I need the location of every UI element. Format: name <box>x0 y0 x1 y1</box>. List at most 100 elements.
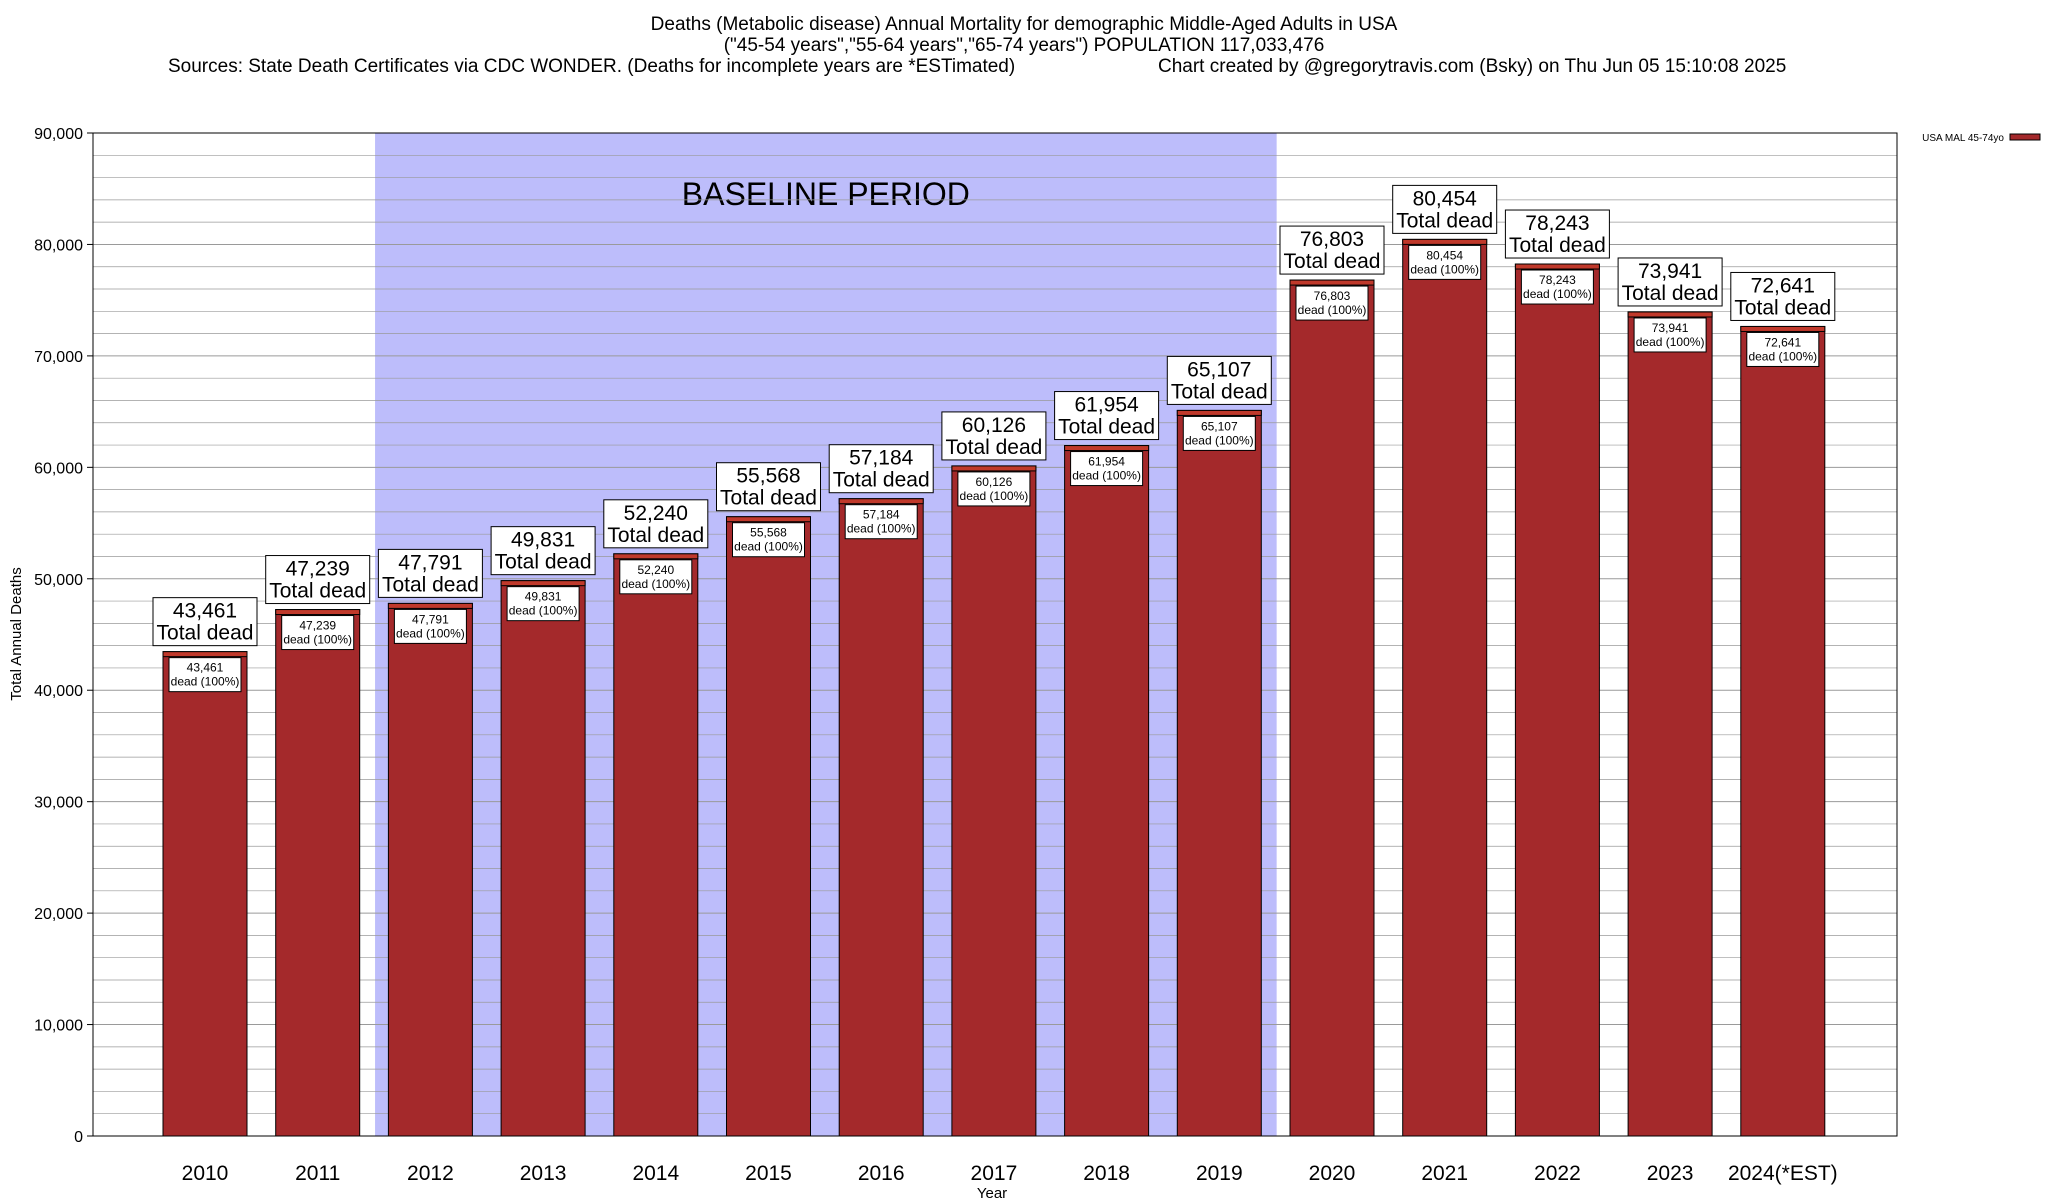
bar-cap <box>838 498 924 505</box>
bar-top-total: Total dead <box>495 551 592 574</box>
bar-top-label-box <box>1730 271 1836 321</box>
x-tick-label: 2018 <box>1083 1162 1130 1185</box>
bar-inner-pct: dead (100%) <box>283 633 352 647</box>
y-tick-label: 40,000 <box>34 683 83 700</box>
bar-top-total: Total dead <box>833 469 930 492</box>
bar-inner-value: 47,239 <box>299 619 336 633</box>
bar-top-value: 60,126 <box>962 414 1026 437</box>
bar-top-label-box <box>377 548 483 598</box>
bar <box>387 602 473 1137</box>
bar-cap <box>1176 409 1262 416</box>
bar-inner-value: 60,126 <box>976 475 1013 489</box>
bar-top-label-box <box>941 411 1047 461</box>
bar-top-value: 55,568 <box>736 465 800 488</box>
bar-top-label-box <box>1617 257 1723 307</box>
bar-inner-pct: dead (100%) <box>960 489 1029 503</box>
bar <box>726 516 811 1137</box>
bar-inner-value: 73,941 <box>1652 321 1689 335</box>
bar <box>500 580 586 1137</box>
x-tick-label: 2017 <box>971 1162 1018 1185</box>
bar-inner-pct: dead (100%) <box>1410 262 1479 276</box>
bar <box>1289 279 1375 1137</box>
bar-inner-label-box <box>1070 451 1144 487</box>
bar-cap <box>613 553 699 560</box>
bar <box>1740 325 1826 1137</box>
x-axis-label: Year <box>977 1185 1007 1200</box>
chart-sources: Sources: State Death Certificates via CD… <box>168 56 1016 77</box>
bar-inner-value: 49,831 <box>525 590 562 604</box>
bar-top-value: 52,240 <box>624 502 688 525</box>
legend-swatch <box>2009 133 2041 141</box>
bar-inner-value: 52,240 <box>637 563 674 577</box>
bar-inner-pct: dead (100%) <box>1636 335 1705 349</box>
bar-top-value: 57,184 <box>849 447 914 470</box>
bar-top-value: 76,803 <box>1300 228 1364 251</box>
bar-inner-pct: dead (100%) <box>1185 433 1254 447</box>
bar-inner-label-box <box>1408 244 1482 280</box>
bar-top-value: 49,831 <box>511 529 575 552</box>
bar-top-value: 72,641 <box>1751 274 1815 297</box>
bar-inner-label-box <box>1746 331 1820 367</box>
chart-subtitle: ("45-54 years","55-64 years","65-74 year… <box>723 35 1325 56</box>
bar-inner-pct: dead (100%) <box>1298 303 1367 317</box>
chart-title: Deaths (Metabolic disease) Annual Mortal… <box>650 14 1398 35</box>
bar <box>838 498 924 1137</box>
bar-inner-pct: dead (100%) <box>847 522 916 536</box>
bar <box>613 553 699 1137</box>
bar-inner-value: 65,107 <box>1201 419 1238 433</box>
y-tick-label: 30,000 <box>34 795 83 812</box>
bar-cap <box>387 602 473 609</box>
bar-top-value: 65,107 <box>1187 358 1251 381</box>
bar-inner-pct: dead (100%) <box>396 626 465 640</box>
x-tick-label: 2012 <box>407 1162 454 1185</box>
bar <box>1176 409 1262 1137</box>
bar <box>162 651 248 1137</box>
bar-cap <box>162 651 248 658</box>
bar-top-total: Total dead <box>1509 234 1606 257</box>
bar <box>1402 238 1488 1137</box>
bar-inner-value: 72,641 <box>1764 335 1801 349</box>
bar-top-value: 61,954 <box>1074 394 1139 417</box>
bar-inner-label-box <box>732 522 805 558</box>
bar-top-total: Total dead <box>607 524 704 547</box>
bar-cap <box>500 580 586 587</box>
bar-top-total: Total dead <box>1284 250 1381 273</box>
bar-top-total: Total dead <box>382 573 479 596</box>
y-tick-label: 80,000 <box>34 237 83 254</box>
y-tick-label: 20,000 <box>34 906 83 923</box>
y-tick-label: 60,000 <box>34 460 83 477</box>
y-tick-label: 70,000 <box>34 349 83 366</box>
bar <box>951 465 1037 1137</box>
bar-inner-label-box <box>957 471 1031 507</box>
bar-top-label-box <box>1054 391 1160 441</box>
bar-cap <box>726 516 811 523</box>
bar-inner-pct: dead (100%) <box>1523 287 1592 301</box>
bar-top-value: 73,941 <box>1638 260 1702 283</box>
bar-inner-label-box <box>1182 415 1256 451</box>
bar-top-total: Total dead <box>1396 209 1493 232</box>
bar-inner-label-box <box>393 608 467 644</box>
bar-inner-label-box <box>844 504 918 540</box>
bar-top-total: Total dead <box>1171 380 1268 403</box>
legend: USA MAL 45-74yo <box>1922 133 2041 144</box>
y-tick-label: 90,000 <box>34 126 83 143</box>
bar-cap <box>275 609 361 616</box>
bar-inner-pct: dead (100%) <box>171 675 240 689</box>
bar-cap <box>1402 238 1488 245</box>
bar-top-label-box <box>1166 355 1272 405</box>
bar-inner-value: 47,791 <box>412 612 449 626</box>
bar-inner-label-box <box>281 615 355 651</box>
bar-inner-value: 61,954 <box>1088 455 1125 469</box>
chart-source-line: Sources: State Death Certificates via CD… <box>0 56 2048 77</box>
bar-inner-label-box <box>1520 269 1594 305</box>
bar-top-total: Total dead <box>1622 282 1719 305</box>
bar-top-value: 43,461 <box>173 600 237 623</box>
bar-top-label-box <box>490 526 596 576</box>
x-tick-label: 2022 <box>1534 1162 1581 1185</box>
bar-top-value: 47,791 <box>398 551 462 574</box>
bar-inner-value: 76,803 <box>1314 289 1351 303</box>
bar-top-label-box <box>1279 225 1385 275</box>
bar-cap <box>1289 279 1375 286</box>
bar-top-value: 80,454 <box>1413 187 1478 210</box>
